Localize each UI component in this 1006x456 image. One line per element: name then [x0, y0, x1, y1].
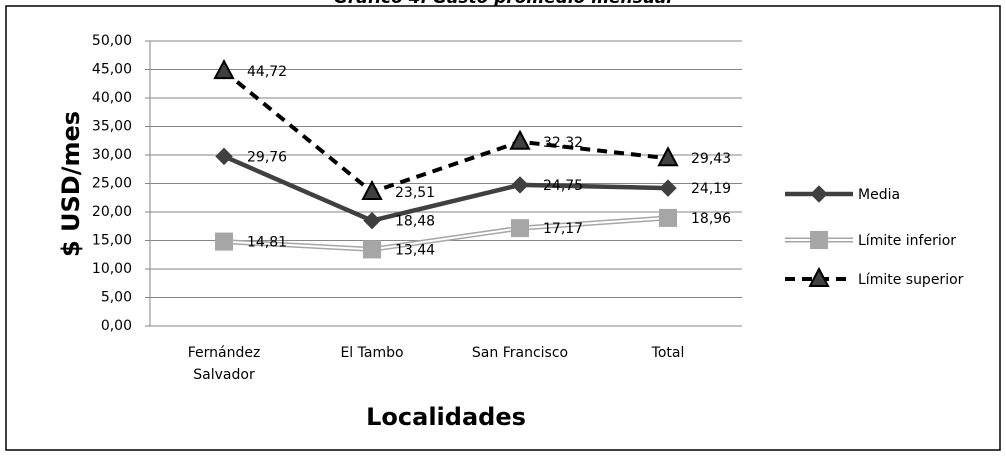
data-label: 29,76: [247, 149, 287, 165]
data-label: 18,96: [691, 211, 731, 227]
data-label: 32,32: [543, 135, 583, 151]
series: 29,76 18,48 24,75 24,19: [215, 147, 731, 230]
series: 14,81 13,44 17,17 18,96: [215, 208, 731, 259]
series: 44,72 23,51 32,32 29,43: [213, 58, 731, 201]
data-point: [213, 58, 235, 80]
data-label: 29,43: [691, 151, 731, 167]
legend-marker: [808, 266, 830, 287]
series-line-inner: [223, 216, 669, 251]
data-label: 24,19: [691, 181, 731, 197]
data-point: [363, 240, 381, 259]
data-label: 18,48: [395, 214, 435, 230]
y-tick-label: 5,00: [101, 290, 132, 306]
y-tick-label: 10,00: [92, 261, 132, 277]
data-point: [215, 232, 233, 251]
legend-label: Límite inferior: [858, 233, 956, 249]
data-point: [363, 211, 381, 230]
legend-marker: [810, 231, 828, 249]
x-tick-label: Total: [651, 345, 685, 361]
legend-label: Media: [858, 187, 900, 203]
y-axis-title: $ USD/mes: [57, 111, 85, 257]
x-tick-label: San Francisco: [472, 345, 568, 361]
data-point: [657, 146, 679, 167]
y-tick-label: 20,00: [92, 204, 132, 220]
data-point: [511, 176, 529, 194]
y-tick-label: 40,00: [92, 90, 132, 106]
data-label: 24,75: [543, 178, 583, 194]
x-axis-title: Localidades: [366, 403, 526, 431]
chart-border: [5, 5, 1001, 451]
data-point: [659, 179, 677, 197]
y-tick-label: 45,00: [92, 62, 132, 78]
legend-marker: [810, 185, 828, 203]
data-label: 23,51: [395, 185, 435, 201]
data-label: 14,81: [247, 235, 287, 251]
y-tick-label: 25,00: [92, 176, 132, 192]
y-tick-label: 0,00: [101, 318, 132, 334]
data-point: [509, 129, 531, 150]
y-tick-label: 15,00: [92, 233, 132, 249]
y-tick-label: 50,00: [92, 33, 132, 49]
data-label: 44,72: [247, 64, 287, 80]
series-line: [223, 154, 669, 224]
data-label: 13,44: [395, 242, 435, 258]
data-label: 17,17: [543, 221, 583, 237]
chart-title: Gráfico 4. Gasto promedio mensual: [334, 0, 673, 8]
data-point: [361, 179, 383, 200]
y-tick-label: 30,00: [92, 147, 132, 163]
x-tick-label: Fernández Salvador: [188, 345, 261, 383]
data-point: [659, 208, 677, 227]
legend-label: Límite superior: [858, 272, 964, 288]
x-tick-label: El Tambo: [340, 345, 403, 361]
y-tick-label: 35,00: [92, 119, 132, 135]
data-point: [215, 147, 233, 166]
data-point: [511, 219, 529, 238]
